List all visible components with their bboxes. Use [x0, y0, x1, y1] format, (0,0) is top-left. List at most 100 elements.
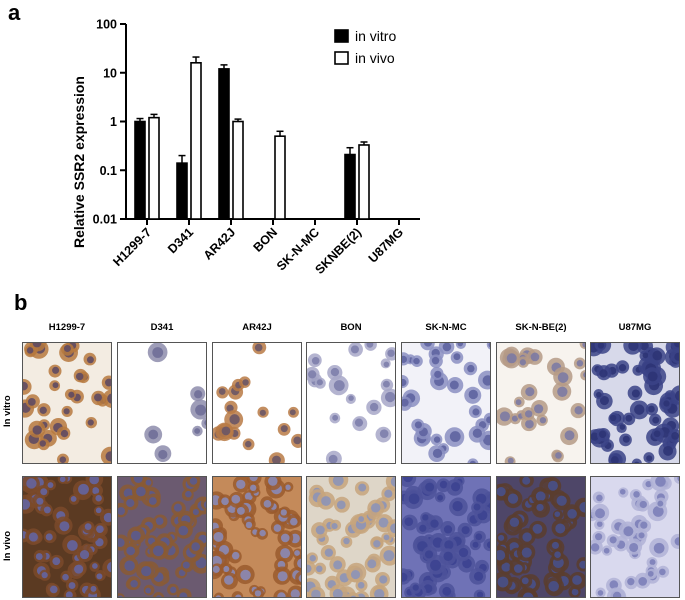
micrograph-in-vivo-BON — [306, 476, 396, 598]
nucleus — [595, 508, 605, 519]
nucleus — [425, 482, 435, 492]
nucleus — [599, 369, 608, 378]
nucleus — [35, 553, 43, 561]
nucleus — [213, 565, 220, 573]
nucleus — [469, 460, 476, 463]
cell — [152, 592, 165, 597]
nucleus — [357, 581, 365, 589]
nucleus — [579, 560, 585, 569]
micrograph-in-vitro-U87MG — [590, 342, 680, 464]
x-tick-label: D341 — [165, 225, 196, 256]
nucleus — [431, 356, 440, 365]
micrograph-in-vivo-AR42J — [212, 476, 302, 598]
nucleus — [277, 560, 286, 569]
nucleus — [451, 482, 461, 492]
nucleus — [472, 408, 480, 416]
nucleus — [525, 410, 533, 418]
nucleus — [412, 584, 419, 591]
nucleus — [424, 550, 434, 559]
micrograph-in-vitro-SK-N-MC — [401, 342, 491, 464]
nucleus — [107, 561, 111, 573]
nucleus — [597, 590, 604, 596]
x-tick-label: H1299-7 — [110, 225, 154, 269]
nucleus — [311, 589, 321, 597]
nucleus — [623, 526, 634, 537]
nucleus — [449, 431, 461, 442]
nucleus — [642, 352, 649, 359]
nucleus — [639, 500, 647, 509]
nucleus — [221, 497, 229, 506]
nucleus — [90, 585, 97, 592]
nucleus — [634, 404, 645, 415]
cell — [670, 385, 679, 405]
nucleus — [169, 586, 177, 594]
nucleus — [390, 477, 395, 487]
nucleus — [330, 367, 340, 377]
nucleus — [358, 483, 367, 492]
nucleus — [675, 390, 679, 401]
nucleus — [379, 429, 389, 438]
nucleus — [182, 561, 190, 569]
nucleus — [547, 480, 558, 491]
nucleus — [475, 533, 483, 541]
nucleus — [554, 551, 561, 559]
nucleus — [383, 380, 390, 388]
bar-in-vivo-BON — [274, 135, 286, 220]
nucleus — [653, 430, 661, 438]
nucleus — [178, 569, 186, 577]
nucleus — [245, 440, 252, 448]
nucleus — [419, 524, 427, 532]
nucleus — [59, 521, 70, 532]
nucleus — [473, 571, 484, 581]
nucleus — [402, 572, 408, 582]
bar-in-vivo-D341 — [190, 61, 202, 220]
y-tick-label: 0.01 — [93, 213, 117, 227]
nucleus — [640, 521, 648, 529]
nucleus — [437, 494, 444, 501]
cell — [102, 389, 111, 408]
nucleus — [224, 575, 234, 585]
nucleus — [70, 495, 77, 502]
nucleus — [521, 577, 529, 585]
nucleus — [333, 380, 345, 391]
nucleus — [254, 343, 263, 352]
nucleus — [332, 477, 344, 486]
nucleus — [627, 578, 635, 586]
y-tick-label: 10 — [103, 66, 117, 80]
nucleus — [118, 595, 123, 597]
nucleus — [647, 570, 654, 577]
column-label-4: SK-N-MC — [425, 322, 467, 333]
nucleus — [75, 372, 84, 381]
nucleus — [307, 564, 312, 573]
cell — [631, 458, 642, 463]
nucleus — [383, 361, 390, 368]
nucleus — [39, 406, 47, 414]
nucleus — [579, 501, 585, 513]
nucleus — [555, 452, 562, 459]
nucleus — [634, 461, 640, 463]
nucleus — [79, 549, 90, 560]
nucleus — [674, 352, 679, 361]
nucleus — [321, 496, 331, 506]
nucleus — [289, 409, 296, 416]
nucleus — [645, 481, 652, 488]
nucleus — [23, 381, 28, 391]
bar-in-vitro-H1299-7 — [134, 120, 146, 220]
nucleus — [218, 388, 226, 395]
legend-swatch — [334, 29, 349, 43]
micrograph-in-vivo-SK-N-MC — [401, 476, 491, 598]
nucleus — [599, 395, 609, 406]
nucleus — [41, 572, 48, 579]
x-tick-label: AR42J — [201, 225, 238, 262]
nucleus — [103, 512, 111, 523]
nucleus — [316, 565, 323, 573]
nucleus — [298, 574, 301, 582]
nucleus — [223, 565, 230, 573]
nucleus — [343, 537, 350, 545]
nucleus — [235, 594, 242, 597]
nucleus — [178, 525, 189, 536]
cell — [200, 497, 206, 511]
nucleus — [43, 506, 51, 514]
nucleus — [39, 440, 46, 447]
cell — [346, 592, 360, 597]
